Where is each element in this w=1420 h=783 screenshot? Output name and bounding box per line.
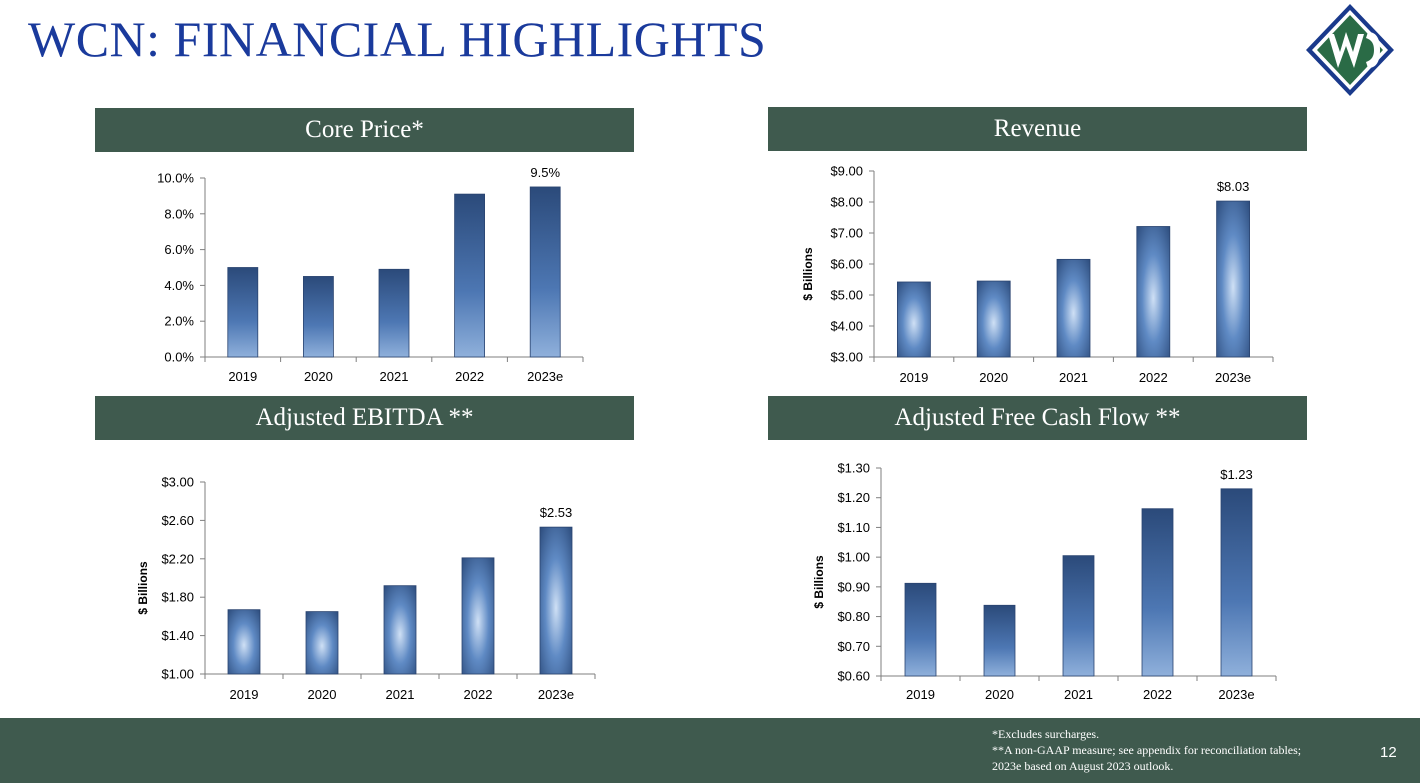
- y-tick-label: $5.00: [830, 288, 863, 303]
- footnotes: *Excludes surcharges. **A non-GAAP measu…: [992, 726, 1301, 774]
- x-tick-label: 2020: [308, 687, 337, 702]
- page-title: WCN: FINANCIAL HIGHLIGHTS: [28, 11, 767, 67]
- y-axis-title: $ Billions: [801, 247, 815, 301]
- adjusted-ebitda-header: Adjusted EBITDA **: [95, 396, 634, 440]
- adjusted-fcf-header: Adjusted Free Cash Flow **: [768, 396, 1307, 440]
- x-tick-label: 2019: [906, 687, 935, 702]
- core-price-chart: 0.0% 2.0% 4.0% 6.0% 8.0% 10.0% 2019 2020 2021 202…: [95, 152, 634, 390]
- y-tick-label: $7.00: [830, 226, 863, 241]
- data-label: 9.5%: [530, 165, 560, 180]
- bar-2019: [904, 582, 937, 677]
- y-tick-label: $1.00: [837, 550, 870, 565]
- y-axis-title: $ Billions: [812, 555, 826, 609]
- bar-2023e: [529, 186, 561, 358]
- y-axis-title: $ Billions: [136, 561, 150, 615]
- bar-2020: [976, 280, 1011, 358]
- x-tick-label: 2021: [380, 369, 409, 384]
- y-tick-label: $1.00: [161, 667, 194, 682]
- y-tick-label: $2.60: [161, 513, 194, 528]
- data-label: $2.53: [540, 505, 573, 520]
- x-tick-label: 2019: [228, 369, 257, 384]
- revenue-chart: $3.00 $4.00 $5.00 $6.00 $7.00 $8.00 $9.00 2019 2…: [768, 151, 1307, 391]
- bar-2023e: [1216, 200, 1251, 358]
- y-tick-label: $0.80: [837, 609, 870, 624]
- y-tick-label: $1.80: [161, 590, 194, 605]
- y-tick-label: 0.0%: [164, 350, 194, 365]
- data-label: $1.23: [1220, 467, 1253, 482]
- x-tick-label: 2023e: [1218, 687, 1254, 702]
- footnote-non-gaap: **A non-GAAP measure; see appendix for r…: [992, 743, 1302, 757]
- page-number: 12: [1380, 744, 1397, 761]
- x-tick-label: 2022: [1143, 687, 1172, 702]
- y-tick-label: 2.0%: [164, 314, 194, 329]
- bar-2022: [1136, 226, 1171, 358]
- core-price-header: Core Price*: [95, 108, 634, 152]
- y-tick-label: $9.00: [830, 164, 863, 179]
- bar-2023e: [1220, 488, 1253, 677]
- bar-2019: [227, 267, 259, 358]
- data-label: $8.03: [1217, 179, 1250, 194]
- revenue-header: Revenue: [768, 107, 1307, 151]
- x-tick-label: 2019: [899, 370, 928, 385]
- adjusted-ebitda-chart: $1.00 $1.40 $1.80 $2.20 $2.60 $3.00 2019 2020 20…: [95, 440, 634, 710]
- x-tick-label: 2021: [386, 687, 415, 702]
- x-tick-label: 2020: [985, 687, 1014, 702]
- bar-2020: [305, 611, 339, 675]
- y-tick-label: 4.0%: [164, 278, 194, 293]
- logo-mark: [1306, 4, 1394, 96]
- x-tick-label: 2021: [1059, 370, 1088, 385]
- x-tick-label: 2020: [304, 369, 333, 384]
- company-logo: [1304, 2, 1396, 98]
- y-tick-label: $0.60: [837, 669, 870, 684]
- y-tick-label: $3.00: [830, 350, 863, 365]
- y-tick-label: $1.20: [837, 490, 870, 505]
- bar-2019: [227, 609, 261, 675]
- adjusted-fcf-chart: $0.60 $0.70 $0.80 $0.90 $1.00 $1.10 $1.20 $1.30…: [768, 440, 1307, 710]
- bar-2022: [1141, 508, 1174, 677]
- bar-2020: [302, 276, 334, 358]
- x-tick-label: 2023e: [538, 687, 574, 702]
- bar-2021: [378, 268, 410, 358]
- footnote-surcharges: *Excludes surcharges.: [992, 727, 1100, 741]
- footer-band: [0, 718, 1420, 783]
- x-tick-label: 2022: [464, 687, 493, 702]
- bar-2021: [1056, 258, 1091, 358]
- y-tick-label: $6.00: [830, 257, 863, 272]
- y-tick-label: $4.00: [830, 319, 863, 334]
- x-tick-label: 2020: [979, 370, 1008, 385]
- x-tick-label: 2023e: [1215, 370, 1251, 385]
- bar-2021: [1062, 555, 1095, 677]
- bar-2019: [896, 281, 931, 358]
- bar-2022: [461, 557, 495, 675]
- x-tick-label: 2019: [230, 687, 259, 702]
- y-tick-label: $3.00: [161, 475, 194, 490]
- y-tick-label: $8.00: [830, 195, 863, 210]
- x-tick-label: 2021: [1064, 687, 1093, 702]
- y-tick-label: $1.30: [837, 461, 870, 476]
- y-tick-label: $0.70: [837, 639, 870, 654]
- x-tick-label: 2022: [455, 369, 484, 384]
- x-tick-label: 2023e: [527, 369, 563, 384]
- bar-2021: [383, 585, 417, 675]
- y-tick-label: $2.20: [161, 551, 194, 566]
- y-tick-label: 6.0%: [164, 242, 194, 257]
- bar-2023e: [539, 526, 573, 675]
- bar-2022: [454, 193, 486, 358]
- y-tick-label: $1.40: [161, 628, 194, 643]
- footnote-outlook: 2023e based on August 2023 outlook.: [992, 759, 1174, 773]
- y-tick-label: $1.10: [837, 520, 870, 535]
- x-tick-label: 2022: [1139, 370, 1168, 385]
- y-tick-label: 8.0%: [164, 206, 194, 221]
- y-tick-label: $0.90: [837, 579, 870, 594]
- y-tick-label: 10.0%: [157, 171, 194, 186]
- bar-2020: [983, 604, 1016, 677]
